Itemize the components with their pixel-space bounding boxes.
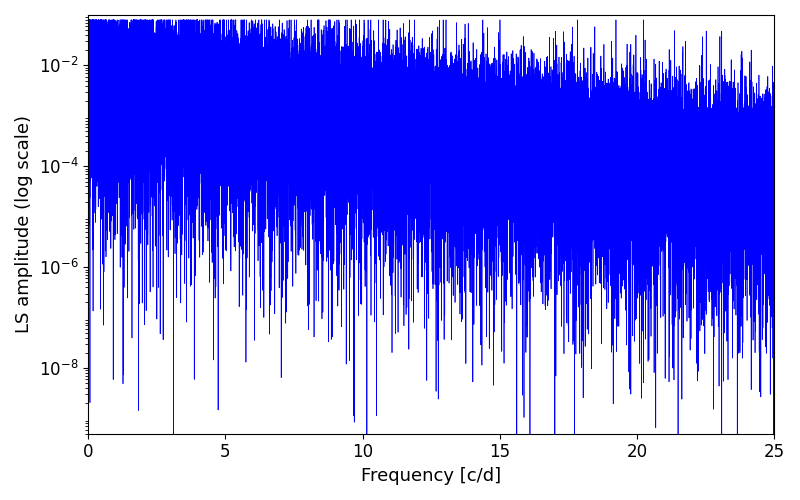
- X-axis label: Frequency [c/d]: Frequency [c/d]: [361, 467, 502, 485]
- Y-axis label: LS amplitude (log scale): LS amplitude (log scale): [15, 116, 33, 334]
